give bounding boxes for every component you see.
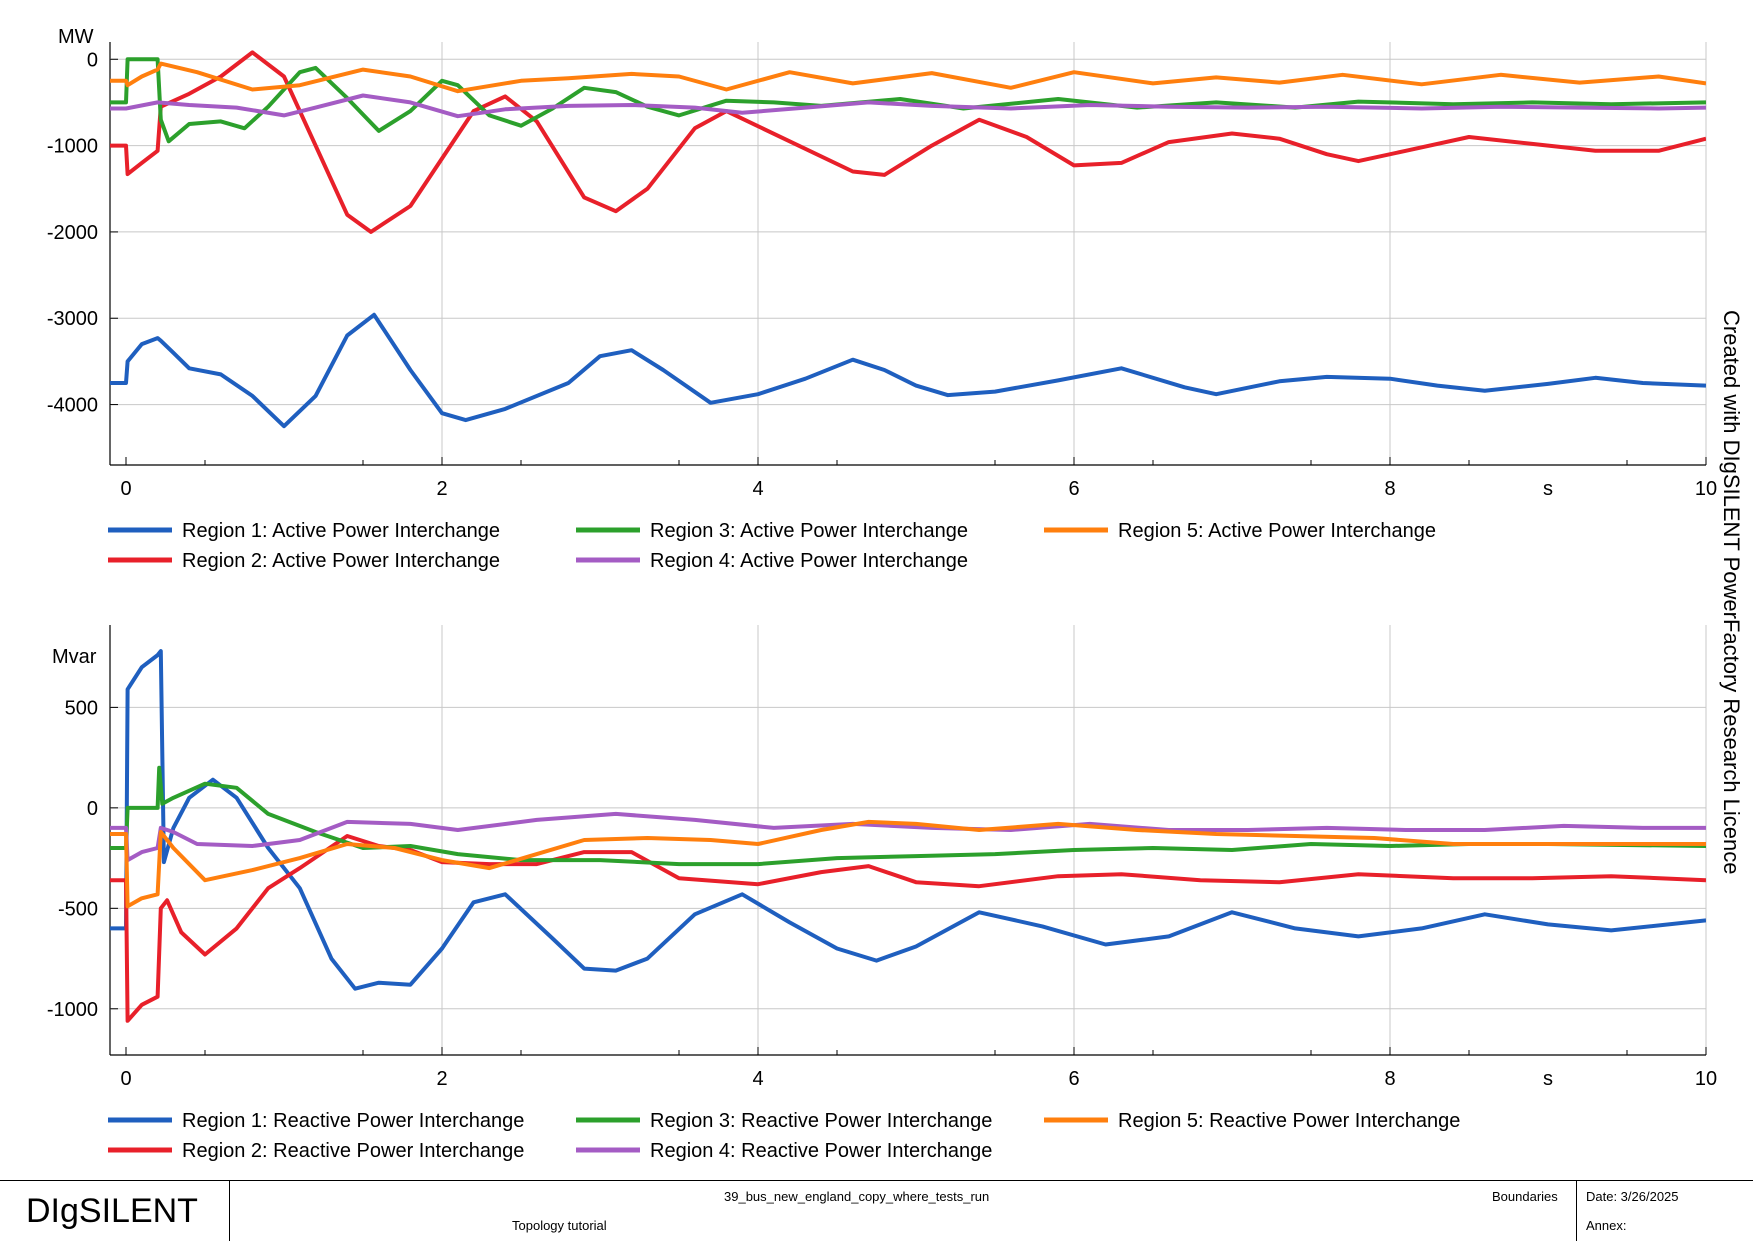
series-line-region-2 — [110, 834, 1706, 1023]
y-tick-label: -1000 — [47, 136, 98, 158]
footer-meta: Date: 3/26/2025 Annex: — [1577, 1181, 1753, 1241]
licence-note: Created with DIgSILENT PowerFactory Rese… — [1719, 310, 1744, 875]
legend-label-region-5: Region 5: Active Power Interchange — [1118, 520, 1436, 542]
footer-info: 39_bus_new_england_copy_where_tests_run … — [230, 1181, 1577, 1241]
footer-page: Boundaries — [1492, 1189, 1558, 1204]
series-line-region-1 — [110, 649, 1706, 991]
series-line-region-3 — [110, 57, 1706, 144]
x-tick-label: 2 — [436, 1068, 447, 1090]
footer-date: Date: 3/26/2025 — [1586, 1189, 1679, 1204]
x-tick-label: 2 — [436, 478, 447, 500]
y-tick-label: -2000 — [47, 222, 98, 244]
legend-label-region-4: Region 4: Active Power Interchange — [650, 550, 968, 572]
x-tick-label: 10 — [1695, 1068, 1717, 1090]
y-tick-label: -4000 — [47, 395, 98, 417]
x-tick-label: 6 — [1068, 1068, 1079, 1090]
title-block: DIgSILENT 39_bus_new_england_copy_where_… — [0, 1180, 1753, 1241]
series-line-region-5 — [110, 61, 1706, 94]
footer-annex: Annex: — [1586, 1218, 1627, 1233]
x-tick-label: 0 — [120, 1068, 131, 1090]
plot-canvas: 0 2 4 6 8 10 s 0 -1000 -2000 -3000 -4000 MW Region 1:… — [47, 26, 1744, 1162]
legend-label-region-2: Region 2: Reactive Power Interchange — [182, 1140, 524, 1162]
legend-label-region-5: Region 5: Reactive Power Interchange — [1118, 1110, 1460, 1132]
footer-project: 39_bus_new_england_copy_where_tests_run — [724, 1189, 990, 1204]
legend-label-region-4: Region 4: Reactive Power Interchange — [650, 1140, 992, 1162]
y-tick-label: -500 — [58, 898, 98, 920]
y-tick-label: -3000 — [47, 308, 98, 330]
legend-label-region-2: Region 2: Active Power Interchange — [182, 550, 500, 572]
series-line-region-5 — [110, 819, 1706, 909]
active-power-chart: 0 2 4 6 8 10 s 0 -1000 -2000 -3000 -4000 MW Region 1:… — [47, 26, 1717, 572]
legend-label-region-3: Region 3: Reactive Power Interchange — [650, 1110, 992, 1132]
series-line-region-1 — [110, 312, 1706, 429]
x-tick-label: 8 — [1384, 1068, 1395, 1090]
x-tick-label: 4 — [752, 478, 763, 500]
y-tick-label: 500 — [65, 697, 98, 719]
legend-label-region-1: Region 1: Reactive Power Interchange — [182, 1110, 524, 1132]
x-tick-label: 6 — [1068, 478, 1079, 500]
legend-label-region-1: Region 1: Active Power Interchange — [182, 520, 500, 542]
x-tick-label: 0 — [120, 478, 131, 500]
footer-subtitle: Topology tutorial — [512, 1218, 607, 1233]
y-tick-label: 0 — [87, 798, 98, 820]
y-tick-label: 0 — [87, 49, 98, 71]
y-unit-label: Mvar — [52, 646, 97, 668]
y-unit-label: MW — [58, 26, 94, 48]
y-tick-label: -1000 — [47, 999, 98, 1021]
legend-label-region-3: Region 3: Active Power Interchange — [650, 520, 968, 542]
x-unit-label: s — [1543, 478, 1553, 500]
footer-logo: DIgSILENT — [0, 1181, 230, 1241]
x-tick-label: 8 — [1384, 478, 1395, 500]
series-line-region-3 — [110, 765, 1706, 867]
reactive-power-chart: 0 2 4 6 8 10 s 500 0 -500 -1000 Mvar Region 1: React… — [47, 625, 1717, 1162]
series-line-region-4 — [110, 93, 1706, 119]
x-tick-label: 4 — [752, 1068, 763, 1090]
x-tick-label: 10 — [1695, 478, 1717, 500]
x-unit-label: s — [1543, 1068, 1553, 1090]
